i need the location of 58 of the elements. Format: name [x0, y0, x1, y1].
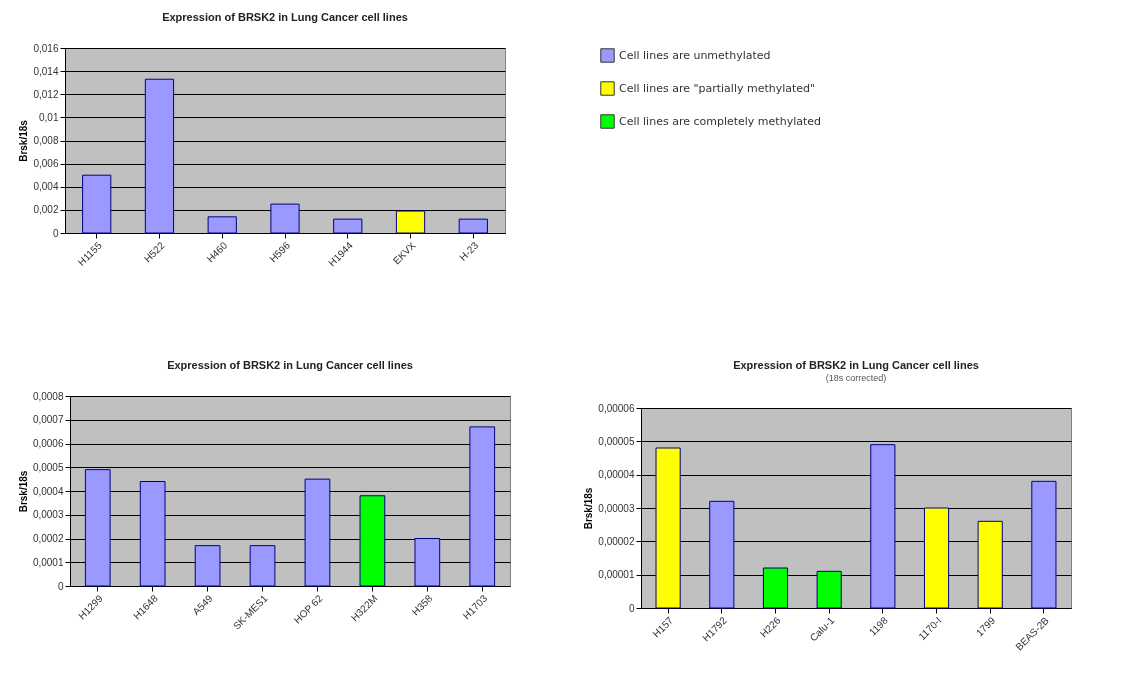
- chart-title: Expression of BRSK2 in Lung Cancer cell lines: [733, 359, 979, 371]
- bar: [709, 500, 735, 609]
- y-tick-label: 0,002: [33, 204, 59, 216]
- legend-label: Cell lines are unmethylated: [619, 48, 771, 62]
- bar: [359, 495, 386, 587]
- bar: [923, 507, 950, 609]
- bar: [144, 78, 175, 234]
- bar: [270, 203, 300, 234]
- y-tick-label: 0: [57, 580, 64, 592]
- y-tick-label: 0: [628, 602, 635, 614]
- y-tick-label: 0,0002: [32, 533, 64, 544]
- bar: [458, 218, 488, 234]
- y-tick-label: 0,0006: [32, 438, 64, 449]
- bar: [304, 478, 331, 587]
- bar: [333, 218, 363, 234]
- chart-title: Expression of BRSK2 in Lung Cancer cell lines: [167, 359, 413, 371]
- y-tick-label: 0,0001: [32, 556, 64, 568]
- legend-label: Cell lines are "partially methylated": [619, 81, 816, 95]
- bar: [977, 520, 1003, 609]
- bar: [414, 538, 441, 587]
- y-tick-label: 0,0005: [32, 461, 64, 473]
- y-tick-label: 0,00002: [598, 535, 635, 547]
- y-tick-label: 0,008: [33, 135, 59, 146]
- y-tick-label: 0,0008: [32, 390, 64, 402]
- y-tick-label: 0,01: [39, 111, 59, 123]
- bar: [84, 469, 111, 587]
- legend-label: Cell lines are completely methylated: [619, 114, 822, 128]
- bar: [194, 545, 221, 587]
- bar: [249, 545, 276, 587]
- y-tick-label: 0,016: [33, 42, 59, 54]
- chart-title: Expression of BRSK2 in Lung Cancer cell lines: [162, 11, 408, 23]
- y-tick-label: 0,0007: [32, 414, 64, 426]
- y-tick-label: 0,006: [33, 158, 59, 170]
- bar: [395, 210, 426, 234]
- y-axis-title: Brsk/18s: [583, 487, 595, 530]
- y-tick-label: 0,004: [33, 181, 59, 193]
- bar: [469, 426, 496, 587]
- y-tick-label: 0,00001: [598, 569, 635, 581]
- bar: [139, 481, 166, 587]
- y-axis-title: Brsk/18s: [18, 119, 30, 162]
- bar: [1031, 480, 1057, 609]
- y-tick-label: 0,00005: [598, 435, 635, 447]
- bar: [207, 216, 237, 234]
- bar: [762, 567, 789, 609]
- y-tick-label: 0: [52, 227, 59, 239]
- chart-subtitle: (18s corrected): [825, 373, 887, 383]
- y-tick-label: 0,00004: [598, 469, 635, 481]
- y-tick-label: 0,00006: [598, 402, 635, 414]
- bar: [870, 444, 896, 609]
- bar: [82, 174, 112, 234]
- y-tick-label: 0,00003: [598, 502, 635, 514]
- y-tick-label: 0,012: [33, 88, 59, 100]
- y-tick-label: 0,014: [33, 65, 59, 77]
- bar: [816, 570, 842, 609]
- y-tick-label: 0,0004: [32, 485, 64, 497]
- y-axis-title: Brsk/18s: [17, 470, 29, 513]
- y-tick-label: 0,0003: [32, 509, 64, 521]
- bar: [655, 447, 681, 609]
